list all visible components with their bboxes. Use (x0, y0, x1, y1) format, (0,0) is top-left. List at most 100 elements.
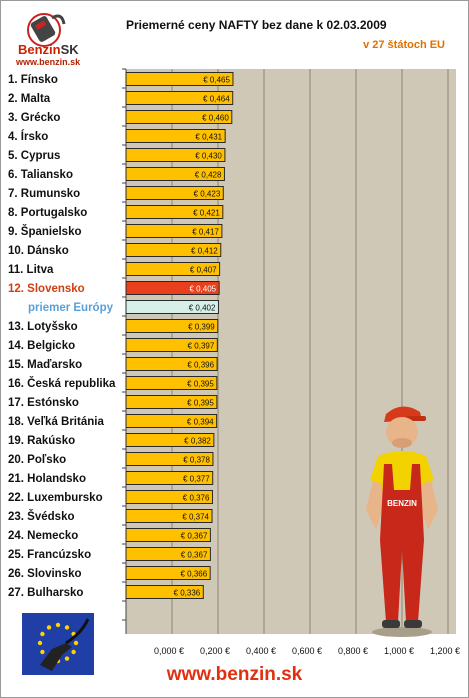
bar (125, 452, 214, 466)
bar (125, 186, 224, 200)
bar (125, 338, 218, 352)
eu-star-icon (55, 622, 61, 628)
benzin-logo-icon (27, 13, 66, 47)
category-label: 7. Rumunsko (8, 188, 80, 200)
bar (125, 414, 218, 428)
category-label: 15. Maďarsko (8, 359, 82, 371)
logo-url: www.benzin.sk (16, 57, 81, 67)
category-label: 9. Španielsko (8, 225, 82, 238)
bar-value-label: € 0,374 (182, 513, 209, 522)
bar-value-label: € 0,465 (203, 76, 230, 85)
bar (125, 357, 218, 371)
category-label: 4. Írsko (8, 130, 48, 143)
footer-url: www.benzin.sk (166, 664, 303, 685)
bar-value-label: € 0,430 (195, 152, 222, 161)
category-label: 10. Dánsko (8, 245, 69, 257)
chart-subtitle: v 27 štátoch EU (363, 39, 445, 51)
eu-star-icon (64, 625, 70, 630)
x-tick-label: 0,800 € (338, 646, 368, 656)
bar-value-label: € 0,405 (189, 285, 216, 294)
x-tick-label: 0,000 € (154, 646, 184, 656)
category-label: 24. Nemecko (8, 530, 78, 542)
category-label: 6. Taliansko (8, 169, 73, 181)
category-label: 14. Belgicko (8, 340, 75, 352)
bar-value-label: € 0,378 (183, 456, 210, 465)
category-label: 20. Poľsko (8, 454, 66, 466)
category-label: 13. Lotyšsko (8, 321, 78, 333)
eu-star-icon (40, 649, 45, 655)
x-tick-label: 0,600 € (292, 646, 322, 656)
bar (125, 585, 204, 599)
bar-value-label: € 0,395 (187, 399, 214, 408)
chart-title: Priemerné ceny NAFTY bez dane k 02.03.20… (126, 18, 387, 32)
bar (125, 528, 211, 542)
eu-star-icon (71, 649, 76, 655)
bar (125, 243, 222, 257)
category-label: 1. Fínsko (8, 74, 58, 86)
eu-star-icon (37, 640, 43, 646)
bar (125, 300, 219, 314)
mascot-figure: BENZIN (366, 406, 438, 637)
x-tick-label: 0,400 € (246, 646, 276, 656)
bar-value-label: € 0,464 (203, 95, 230, 104)
bar (125, 224, 223, 238)
bar-value-label: € 0,428 (195, 171, 222, 180)
bar (125, 148, 226, 162)
category-label: 22. Luxembursko (8, 492, 103, 504)
category-label: 21. Holandsko (8, 473, 86, 485)
bar-value-label: € 0,397 (188, 342, 215, 351)
bar-value-label: € 0,367 (181, 551, 208, 560)
category-label: 23. Švédsko (8, 510, 74, 523)
logo-text: BenzinSK (18, 42, 79, 57)
bar (125, 490, 213, 504)
x-tick-label: 1,200 € (430, 646, 460, 656)
category-label: 2. Malta (8, 93, 51, 105)
category-label: 26. Slovinsko (8, 568, 82, 580)
bar-value-label: € 0,412 (191, 247, 218, 256)
eu-star-icon (64, 656, 70, 661)
bar-value-label: € 0,394 (187, 418, 214, 427)
bar (125, 547, 211, 561)
category-label: 11. Litva (8, 264, 54, 276)
category-label: 17. Estónsko (8, 397, 79, 409)
bar-value-label: € 0,396 (187, 361, 214, 370)
bar (125, 319, 219, 333)
bar (125, 566, 211, 580)
bar (125, 262, 221, 276)
bar (125, 129, 226, 143)
bar-value-label: € 0,460 (202, 114, 229, 123)
bar-value-label: € 0,382 (184, 437, 211, 446)
bar (125, 91, 234, 105)
bar-value-label: € 0,376 (183, 494, 210, 503)
category-label: 5. Cyprus (8, 150, 60, 162)
bar (125, 433, 215, 447)
bar-value-label: € 0,399 (188, 323, 215, 332)
eu-flag-icon (22, 613, 94, 675)
eu-star-icon (46, 625, 52, 630)
category-label: 12. Slovensko (8, 283, 85, 295)
category-label: 18. Veľká Británia (8, 416, 104, 428)
bar-value-label: € 0,421 (193, 209, 220, 218)
bar-value-label: € 0,423 (194, 190, 221, 199)
bar (125, 281, 220, 295)
category-label: priemer Európy (28, 302, 114, 314)
bar-value-label: € 0,431 (195, 133, 222, 142)
bar-value-label: € 0,417 (192, 228, 219, 237)
bar (125, 376, 218, 390)
eu-star-icon (73, 640, 79, 646)
category-label: 8. Portugalsko (8, 207, 87, 219)
bar (125, 72, 234, 86)
category-label: 27. Bulharsko (8, 587, 83, 599)
bar (125, 509, 213, 523)
bar (125, 205, 224, 219)
category-label: 19. Rakúsko (8, 435, 75, 447)
bar-value-label: € 0,407 (190, 266, 217, 275)
bar (125, 167, 225, 181)
x-tick-label: 0,200 € (200, 646, 230, 656)
bar-value-label: € 0,402 (189, 304, 216, 313)
eu-star-icon (40, 631, 45, 637)
bar-value-label: € 0,366 (180, 570, 207, 579)
bar-value-label: € 0,336 (174, 589, 201, 598)
bar-value-label: € 0,395 (187, 380, 214, 389)
